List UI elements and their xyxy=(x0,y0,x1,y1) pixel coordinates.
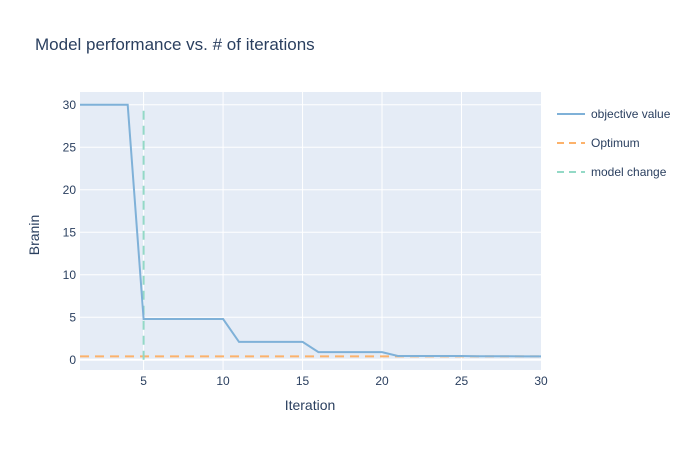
y-axis-ticks: 0 5 10 15 20 25 30 xyxy=(63,98,77,367)
x-axis-ticks: 5 10 15 20 25 30 xyxy=(140,374,548,388)
y-tick-label: 20 xyxy=(63,183,77,197)
y-tick-label: 25 xyxy=(63,140,77,154)
legend-item[interactable]: Optimum xyxy=(557,136,640,150)
y-tick-label: 30 xyxy=(63,98,77,112)
x-axis-title: Iteration xyxy=(285,397,336,413)
legend-label: objective value xyxy=(591,107,671,121)
plot-area xyxy=(80,92,541,370)
grid xyxy=(80,92,541,370)
y-tick-label: 5 xyxy=(69,310,76,324)
y-tick-label: 10 xyxy=(63,268,77,282)
y-tick-label: 15 xyxy=(63,225,77,239)
x-tick-label: 5 xyxy=(140,374,147,388)
y-tick-label: 0 xyxy=(69,353,76,367)
x-tick-label: 20 xyxy=(375,374,389,388)
legend[interactable]: objective value Optimum model change xyxy=(557,107,671,179)
legend-label: Optimum xyxy=(591,136,640,150)
x-tick-label: 15 xyxy=(296,374,310,388)
series-line xyxy=(80,103,541,358)
chart-title: Model performance vs. # of iterations xyxy=(35,35,315,54)
legend-label: model change xyxy=(591,165,667,179)
legend-item[interactable]: model change xyxy=(557,165,667,179)
y-axis-title: Branin xyxy=(26,215,42,255)
x-tick-label: 10 xyxy=(216,374,230,388)
legend-item[interactable]: objective value xyxy=(557,107,671,121)
x-tick-label: 30 xyxy=(534,374,548,388)
series-layer xyxy=(80,103,541,360)
x-tick-label: 25 xyxy=(455,374,469,388)
